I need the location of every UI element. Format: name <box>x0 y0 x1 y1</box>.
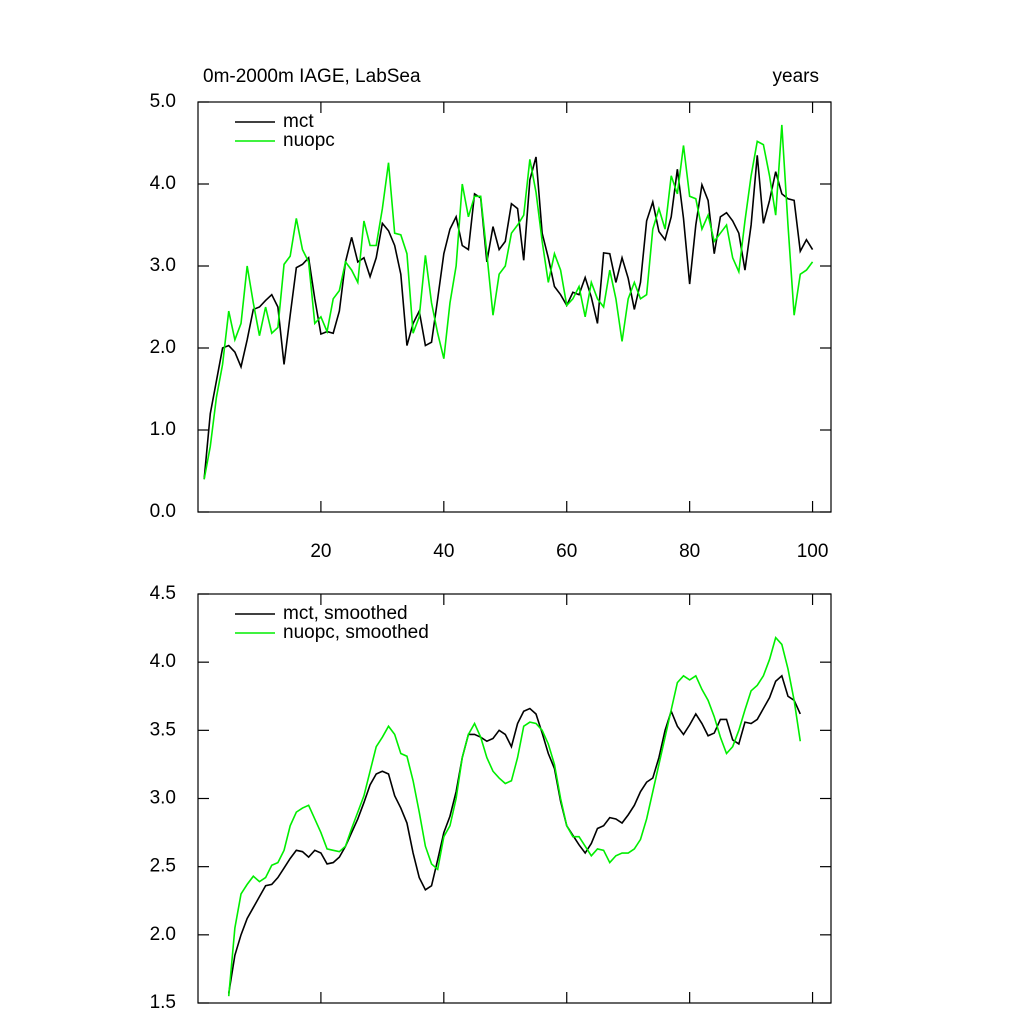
x-tick-label: 40 <box>433 541 454 562</box>
series-line <box>203 155 814 480</box>
legend-label: nuopc <box>283 130 335 151</box>
y-tick-label: 4.0 <box>150 651 176 672</box>
y-tick-label: 2.0 <box>150 924 176 945</box>
x-tick-label: 100 <box>797 541 829 562</box>
y-tick-label: 4.0 <box>150 173 176 194</box>
series-line <box>227 636 802 997</box>
series-line <box>203 124 814 480</box>
y-tick-label: 2.0 <box>150 337 176 358</box>
x-tick-label: 20 <box>310 541 331 562</box>
y-tick-label: 3.0 <box>150 255 176 276</box>
y-tick-label: 3.5 <box>150 719 176 740</box>
right-title: years <box>773 66 819 87</box>
series-line <box>227 674 801 994</box>
legend-label: mct <box>283 111 314 132</box>
legend-label: mct, smoothed <box>283 603 408 624</box>
y-tick-label: 5.0 <box>150 91 176 112</box>
plot-frame <box>197 101 832 513</box>
y-tick-label: 3.0 <box>150 788 176 809</box>
y-tick-label: 0.0 <box>150 501 176 522</box>
chart-title: 0m-2000m IAGE, LabSea <box>203 66 421 87</box>
legend-label: nuopc, smoothed <box>283 622 429 643</box>
x-tick-label: 60 <box>556 541 577 562</box>
y-tick-label: 4.5 <box>150 583 176 604</box>
y-tick-label: 1.5 <box>150 992 176 1013</box>
y-tick-label: 2.5 <box>150 856 176 877</box>
x-tick-label: 80 <box>679 541 700 562</box>
plot-frame <box>197 593 832 1004</box>
y-tick-label: 1.0 <box>150 419 176 440</box>
